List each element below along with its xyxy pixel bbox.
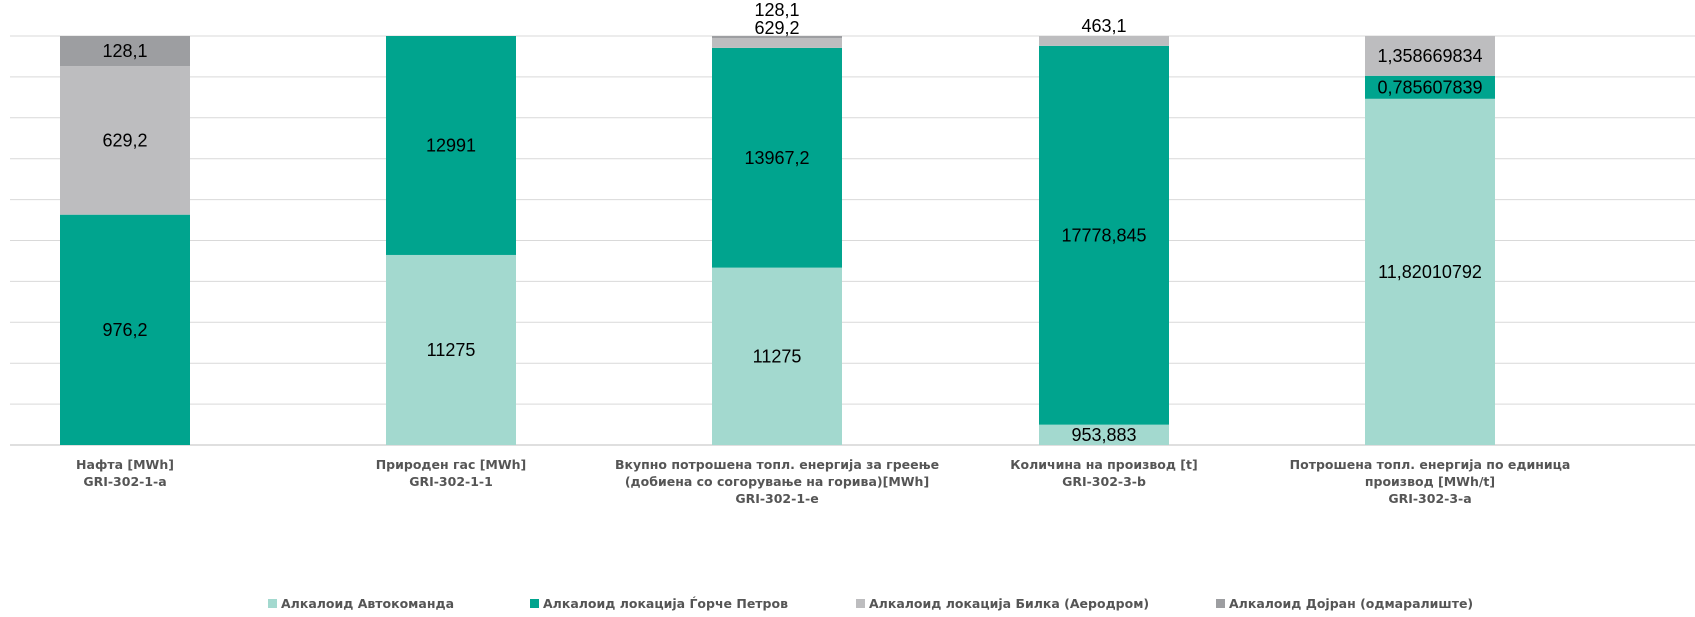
bar-segment <box>1365 75 1495 99</box>
legend-item: Алкалоид Дојран (одмаралиште) <box>1216 596 1473 611</box>
data-label: 953,883 <box>1071 425 1136 445</box>
bar-segment <box>1365 98 1495 445</box>
bar-segment <box>1039 45 1169 425</box>
legend-item: Алкалоид локација Билка (Аеродром) <box>856 596 1149 611</box>
legend-swatch <box>268 599 277 608</box>
legend: Алкалоид Автокоманда Алкалоид локација Ѓо… <box>0 596 1695 616</box>
bar-segment <box>60 66 190 215</box>
data-label: 976,2 <box>102 320 147 340</box>
category-label: Нафта [MWh] <box>76 457 174 472</box>
data-label: 11,82010792 <box>1378 262 1482 282</box>
data-label: 12991 <box>426 135 476 155</box>
legend-label: Алкалоид Автокоманда <box>281 596 455 611</box>
data-label: 11275 <box>753 346 802 366</box>
category-label: Количина на производ [t] <box>1010 457 1197 472</box>
category-label: (добиена со согорување на горива)[MWh] <box>625 474 929 489</box>
data-label: 11275 <box>427 340 476 360</box>
bar-segment <box>1365 36 1495 76</box>
bars <box>60 36 1495 445</box>
bar-segment <box>712 36 842 39</box>
legend-swatch <box>856 599 865 608</box>
data-label: 128,1 <box>754 0 799 20</box>
bar-segment <box>712 38 842 48</box>
legend-label: Алкалоид Дојран (одмаралиште) <box>1229 596 1474 611</box>
category-label: GRI-302-1-a <box>83 474 166 489</box>
data-label: 17778,845 <box>1061 225 1146 245</box>
data-labels: 976,2629,2128,111275129911127513967,2629… <box>102 0 1482 445</box>
category-label: Потрошена топл. енергија по единица <box>1290 457 1571 472</box>
stacked-bar-chart: 976,2629,2128,111275129911127513967,2629… <box>10 0 1695 506</box>
bar-segment <box>386 36 516 255</box>
bar-segment <box>60 36 190 67</box>
bar-segment <box>712 47 842 268</box>
bar-segment <box>1039 424 1169 445</box>
legend-swatch <box>1216 599 1225 608</box>
category-label: Вкупно потрошена топл. енергија за греењ… <box>615 457 939 472</box>
category-label: Природен гас [MWh] <box>376 457 527 472</box>
bar-segment <box>386 254 516 445</box>
category-label: GRI-302-3-b <box>1062 474 1146 489</box>
category-labels: Нафта [MWh] GRI-302-1-a Природен гас [MWh]… <box>76 457 1570 506</box>
data-label: 0,785607839 <box>1377 77 1482 97</box>
data-label: 128,1 <box>102 41 147 61</box>
bar-segment <box>60 214 190 445</box>
legend-item: Алкалоид Автокоманда <box>268 596 454 611</box>
data-label: 629,2 <box>102 130 147 150</box>
category-label: GRI-302-1-1 <box>409 474 493 489</box>
data-label: 13967,2 <box>744 148 809 168</box>
data-label: 463,1 <box>1081 16 1126 36</box>
category-label: производ [MWh/t] <box>1365 474 1495 489</box>
data-label: 629,2 <box>754 18 799 38</box>
legend-label: Алкалоид локација Билка (Аеродром) <box>869 596 1150 611</box>
category-label: GRI-302-1-e <box>735 491 818 506</box>
legend-label: Алкалоид локација Ѓорче Петров <box>543 596 788 611</box>
bar-segment <box>712 267 842 445</box>
data-label: 1,358669834 <box>1377 46 1482 66</box>
bar-segment <box>1039 36 1169 46</box>
legend-item: Алкалоид локација Ѓорче Петров <box>530 596 788 611</box>
legend-swatch <box>530 599 539 608</box>
category-label: GRI-302-3-a <box>1388 491 1471 506</box>
